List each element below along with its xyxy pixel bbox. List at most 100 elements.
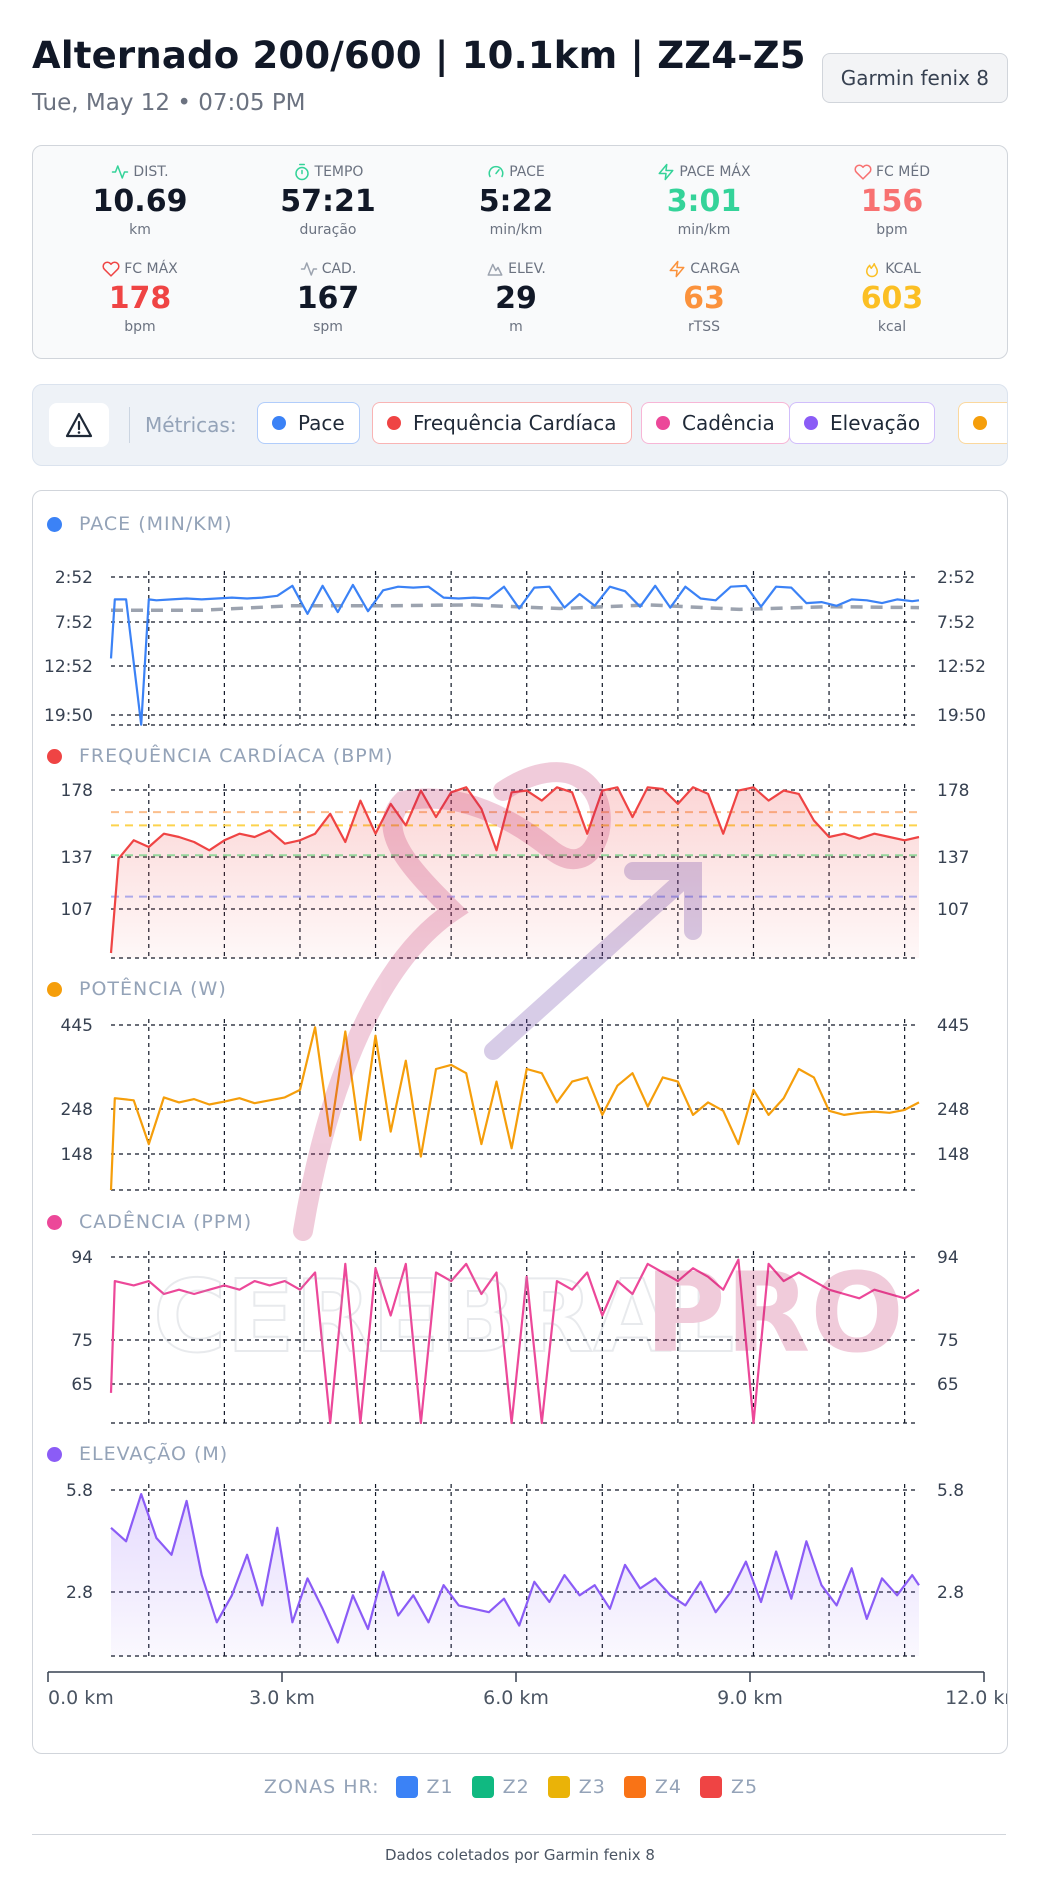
stat-unit: duração — [299, 222, 357, 238]
stat-1: DIST. 10.69 km — [45, 162, 235, 238]
stat-label: DIST. — [45, 162, 235, 182]
footer-text: Dados coletados por Garmin fenix 8 — [385, 1846, 655, 1864]
zone-z1: Z1 — [395, 1776, 454, 1798]
watermark-text-right: PRO — [645, 1249, 904, 1377]
zone-label: Z4 — [654, 1776, 682, 1798]
stat-value: 178 — [108, 281, 172, 316]
stat-unit: spm — [313, 319, 343, 335]
metric-chip-eleva-o[interactable]: Elevação — [789, 402, 936, 444]
y-tick-left: 248 — [61, 1100, 93, 1120]
stat-value: 3:01 — [666, 184, 742, 219]
y-tick-right: 5.8 — [937, 1481, 964, 1501]
series-color-dot — [47, 1446, 62, 1462]
watermark-figure — [293, 762, 611, 1241]
zone-swatch — [699, 1776, 722, 1798]
stat-label-text: TEMPO — [314, 164, 364, 180]
stat-2: TEMPO 57:21 duração — [233, 162, 423, 238]
pace-chart-title: PACE (MIN/KM) — [47, 513, 233, 535]
metric-chip-cad-ncia[interactable]: Cadência — [641, 402, 790, 444]
stat-5: FC MÉD 156 bpm — [797, 162, 987, 238]
activity-date: Tue, May 12 • 07:05 PM — [32, 90, 306, 116]
stat-label: KCAL — [797, 259, 987, 279]
stat-4: PACE MÁX 3:01 min/km — [609, 162, 799, 238]
stat-label-text: CARGA — [690, 261, 740, 277]
x-tick-label: 6.0 km — [483, 1687, 549, 1709]
zone-label: Z5 — [730, 1776, 759, 1798]
zone-swatch — [471, 1776, 494, 1798]
chart-title-text: CADÊNCIA (PPM) — [79, 1211, 253, 1233]
stat-label-text: CAD. — [321, 261, 357, 277]
pace-chart: 2:52 2:52 7:52 7:52 12:52 12:52 19:50 19:50 — [44, 568, 986, 726]
hr-chart-title: FREQUÊNCIA CARDÍACA (BPM) — [47, 745, 394, 767]
cadence-chart: 94 94 75 75 65 65 — [71, 1248, 959, 1425]
stat-unit: min/km — [489, 222, 543, 238]
cadence-series-line — [109, 1258, 920, 1425]
zones-label: ZONAS HR: — [263, 1776, 380, 1798]
zone-z5: Z5 — [699, 1776, 759, 1798]
y-tick-right: 19:50 — [937, 706, 986, 726]
y-tick-left: 2.8 — [66, 1583, 93, 1603]
zone-swatch — [547, 1776, 570, 1798]
metric-chip-frequ-ncia-card-aca[interactable]: Frequência Cardíaca — [372, 402, 632, 444]
y-tick-right: 12:52 — [937, 657, 986, 677]
device-badge[interactable]: Garmin fenix 8 — [821, 53, 1008, 103]
stat-label: TEMPO — [233, 162, 423, 182]
zone-z4: Z4 — [623, 1776, 682, 1798]
metric-chip-pace[interactable]: Pace — [257, 402, 360, 444]
x-axis: 0.0 km 3.0 km 6.0 km 9.0 km 12.0 km — [47, 1671, 1007, 1709]
chip-label: Elevação — [830, 411, 921, 435]
series-color-dot — [47, 748, 62, 764]
stat-label-text: FC MÉD — [876, 164, 930, 180]
zone-z2: Z2 — [471, 1776, 530, 1798]
power-series-line — [109, 1026, 920, 1191]
series-color-dot — [47, 516, 62, 532]
activity-icon — [112, 165, 129, 179]
stat-label: CAD. — [233, 259, 423, 279]
zone-swatch — [623, 1776, 646, 1798]
warning-button[interactable] — [49, 403, 109, 447]
x-tick-label: 12.0 km — [945, 1687, 1007, 1709]
chart-title-text: PACE (MIN/KM) — [79, 513, 233, 535]
stat-label: FC MÁX — [45, 259, 235, 279]
toolbar-divider — [129, 407, 130, 443]
elevation-chart-title: ELEVAÇÃO (M) — [47, 1443, 228, 1465]
charts-card: 2:52 2:52 7:52 7:52 12:52 12:52 19:50 19:50 178 1… — [32, 490, 1008, 1754]
stat-label-text: PACE MÁX — [679, 164, 751, 180]
zone-label: Z3 — [578, 1776, 606, 1798]
stat-value: 603 — [860, 281, 924, 316]
chip-color-dot — [804, 416, 818, 430]
stat-label-text: DIST. — [133, 164, 169, 180]
chart-title-text: FREQUÊNCIA CARDÍACA (BPM) — [79, 745, 394, 767]
zap-icon — [669, 260, 685, 278]
y-tick-left: 445 — [61, 1016, 93, 1036]
y-tick-right: 107 — [937, 900, 969, 920]
stat-value: 10.69 — [92, 184, 188, 219]
y-tick-left: 65 — [71, 1375, 93, 1395]
stat-value: 57:21 — [280, 184, 376, 219]
hr-zones-legend: ZONAS HR: Z1 Z2 Z3 Z4 Z5 — [0, 1776, 1040, 1798]
metric-chip-more[interactable] — [958, 402, 1007, 444]
hr-chart: 178 178 137 137 107 107 — [61, 781, 969, 959]
stat-8: ELEV. 29 m — [421, 259, 611, 335]
y-tick-left: 148 — [61, 1145, 93, 1165]
series-color-dot — [47, 981, 62, 997]
watermark-text-left: CEREBRAL — [153, 1258, 734, 1375]
stat-9: CARGA 63 rTSS — [609, 259, 799, 335]
metrics-label: Métricas: — [145, 413, 237, 437]
stat-label-text: PACE — [509, 164, 545, 180]
y-tick-left: 137 — [61, 848, 93, 868]
stats-card: DIST. 10.69 km TEMPO 57:21 duração PACE 5:22 min… — [32, 145, 1008, 359]
zone-label: Z2 — [502, 1776, 530, 1798]
stat-label: PACE — [421, 162, 611, 182]
stat-value: 29 — [495, 281, 537, 316]
stat-10: KCAL 603 kcal — [797, 259, 987, 335]
stat-unit: bpm — [124, 319, 156, 335]
metrics-toolbar: Métricas: Pace Frequência Cardíaca Cadênci… — [32, 384, 1008, 466]
y-tick-right: 2:52 — [937, 568, 975, 588]
zone-label: Z1 — [426, 1776, 454, 1798]
stat-unit: min/km — [677, 222, 731, 238]
stat-label: PACE MÁX — [609, 162, 799, 182]
chip-color-dot — [973, 416, 987, 430]
